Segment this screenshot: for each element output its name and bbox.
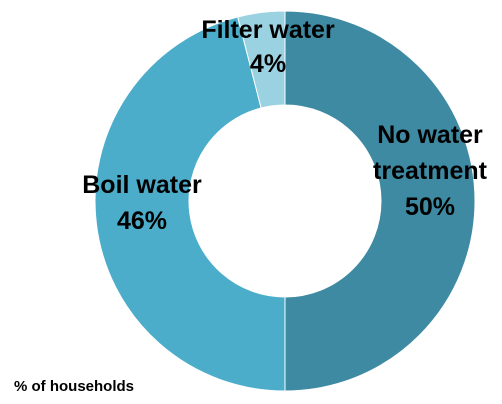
- data-label-boil-water: Boil water 46%: [82, 171, 202, 235]
- labels-group: No water treatment 50% Boil water 46% Filter …: [82, 16, 487, 235]
- slice-filter-water: [237, 10, 286, 109]
- chart-footnote: % of households: [14, 378, 134, 395]
- data-label-no-water-treatment: No water treatment 50%: [373, 121, 488, 221]
- slices-group: [94, 10, 476, 392]
- data-label-filter-water: Filter water 4%: [201, 16, 335, 78]
- slice-no-water-treatment: [284, 10, 476, 392]
- slice-boil-water: [94, 16, 286, 392]
